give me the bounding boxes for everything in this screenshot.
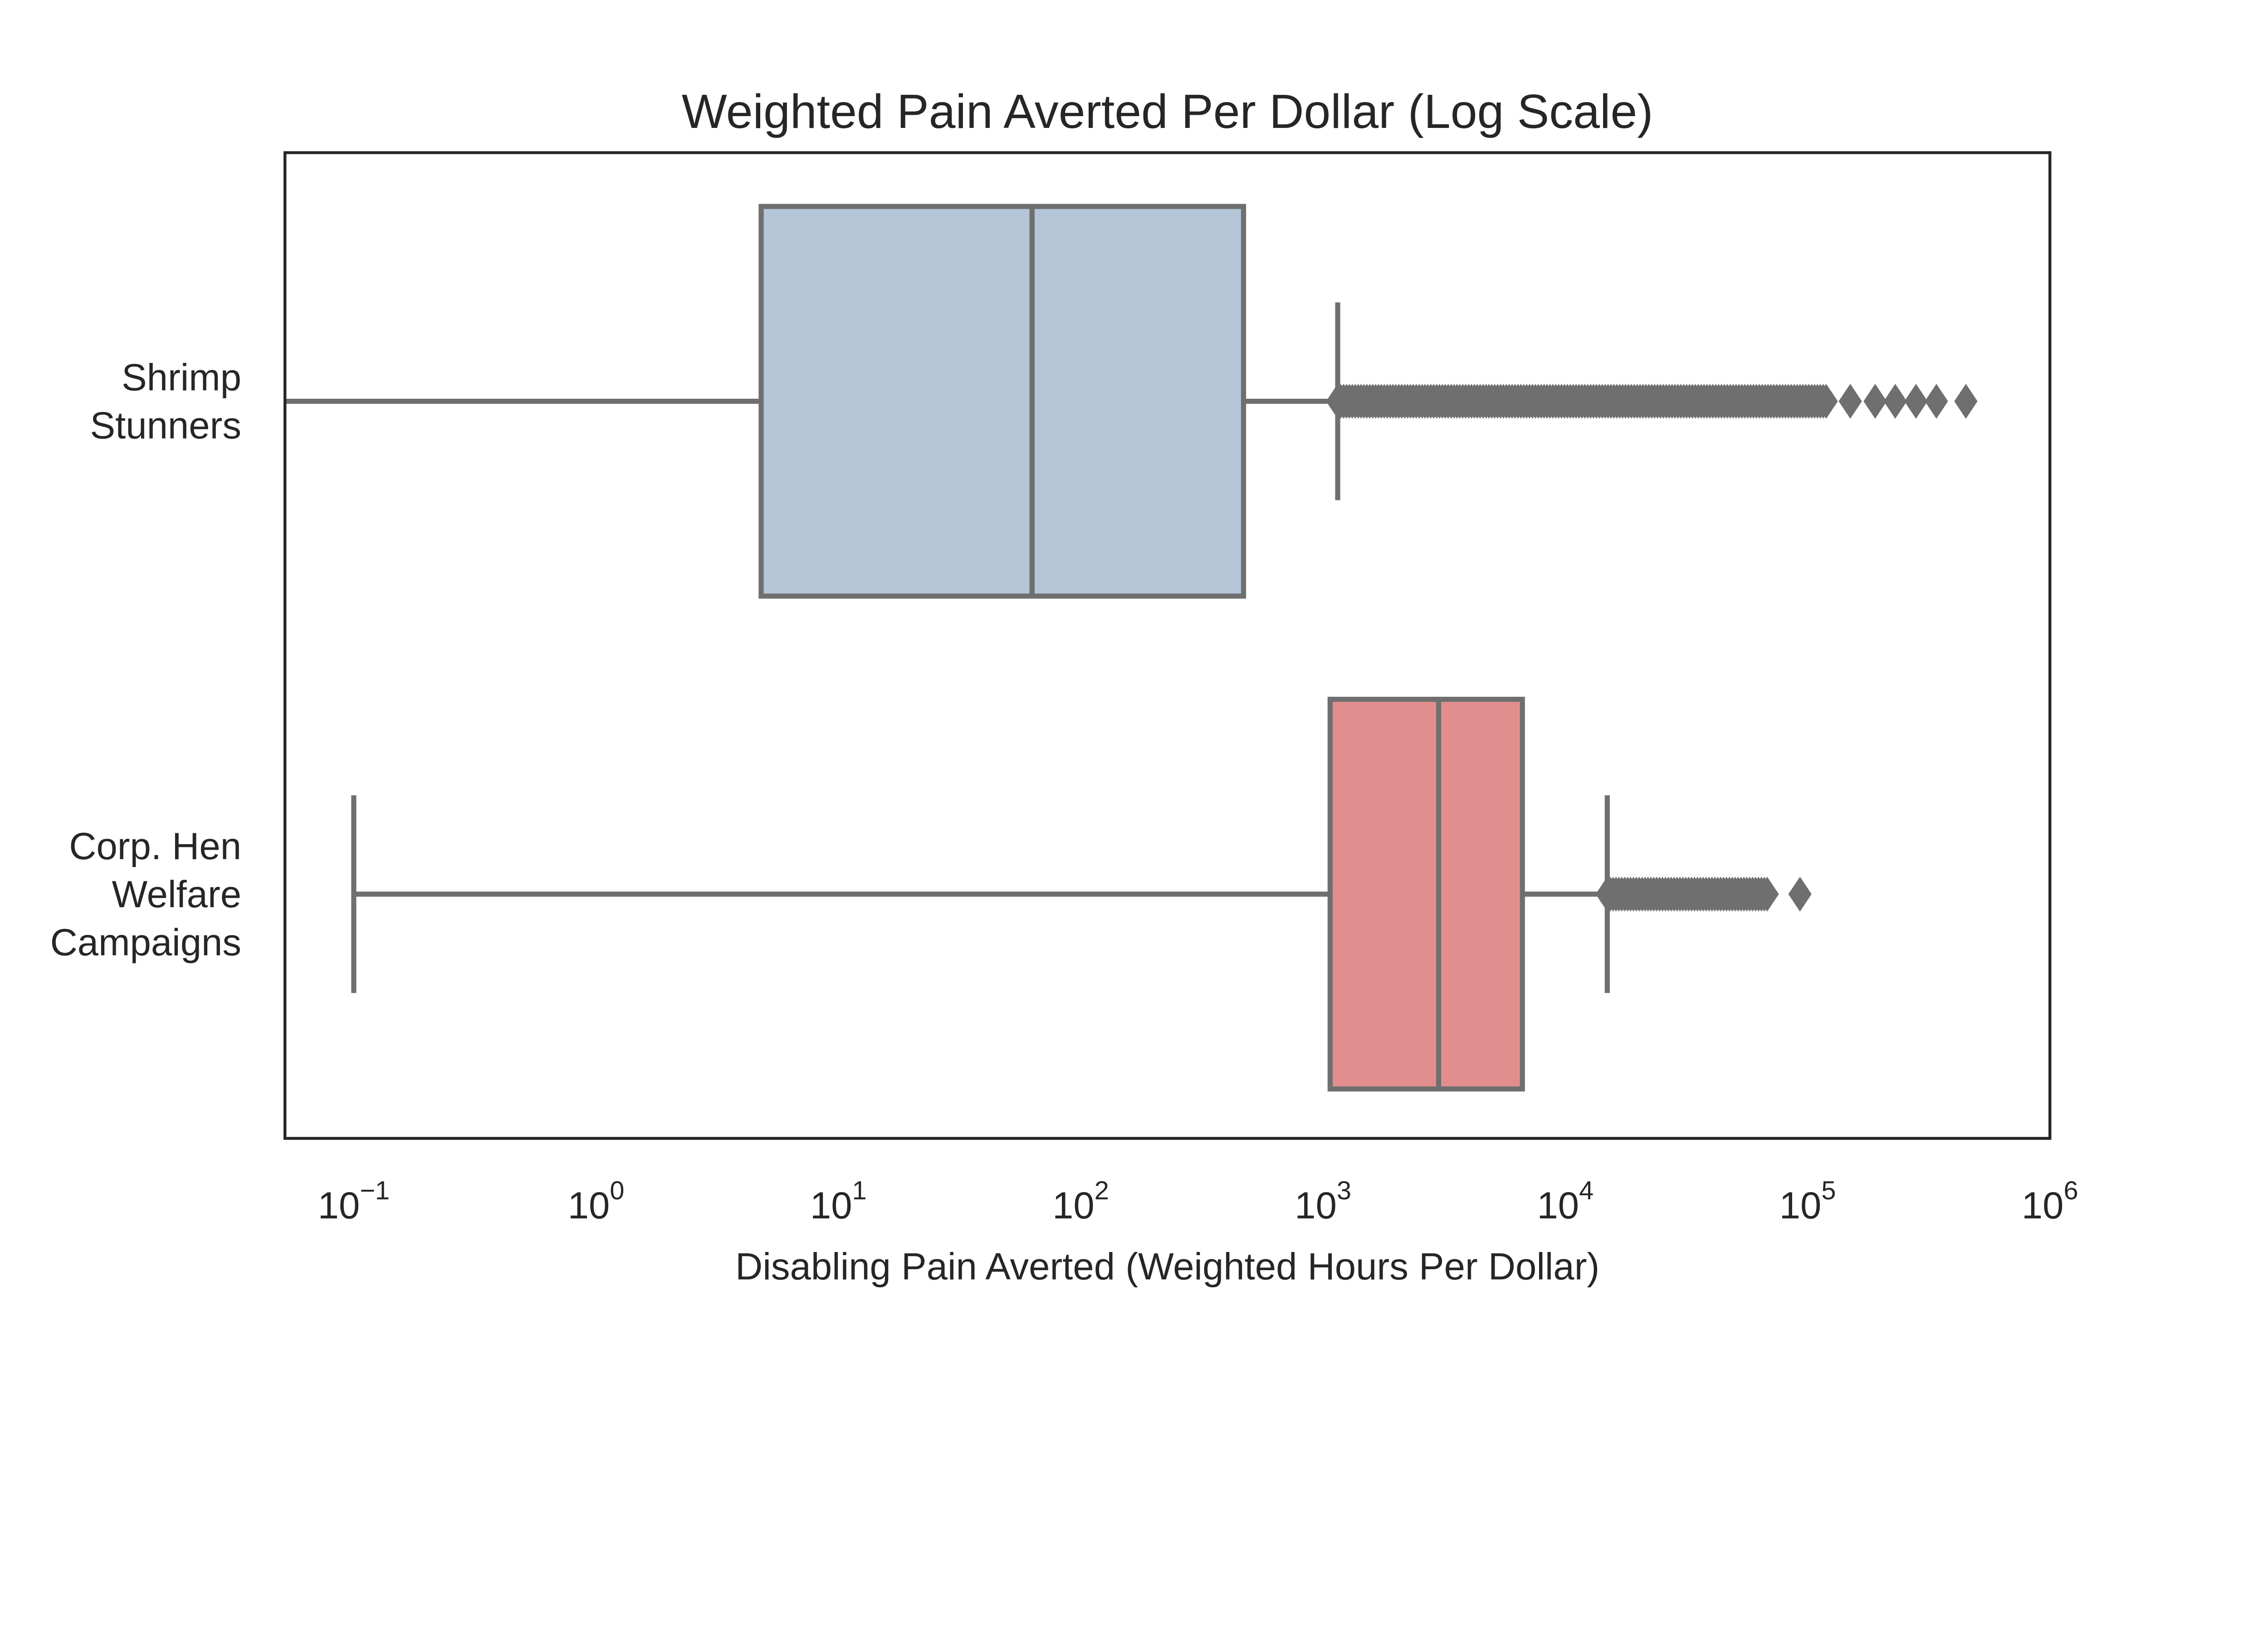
tick-exponent: 2 [1095,1176,1109,1205]
x-tick-label: 105 [1779,1176,1836,1227]
tick-base: 10 [2022,1184,2064,1227]
x-tick-label: 101 [810,1176,867,1227]
y-tick-label: Welfare [112,873,241,915]
boxplot-chart: Weighted Pain Averted Per Dollar (Log Sc… [50,85,2078,1288]
tick-exponent: 1 [852,1176,867,1205]
outlier-point [1863,384,1887,419]
x-axis-label: Disabling Pain Averted (Weighted Hours P… [735,1246,1599,1288]
outlier-point [1883,384,1907,419]
outlier-point [1814,384,1838,419]
outlier-point [1755,876,1779,912]
y-tick-label: Stunners [90,404,242,446]
tick-exponent: 3 [1337,1176,1351,1205]
x-tick-label: 100 [568,1176,625,1227]
outlier-point [1904,384,1928,419]
plot-area [285,204,1978,1092]
x-tick-label: 104 [1537,1176,1593,1227]
y-tick-label: Shrimp [122,357,241,399]
tick-base: 10 [1537,1184,1579,1227]
y-tick-label: Campaigns [50,921,241,963]
tick-exponent: 6 [2064,1176,2078,1205]
outlier-point [1788,876,1812,912]
box-group-1 [351,697,1812,1092]
x-tick-label: 102 [1052,1176,1109,1227]
tick-base: 10 [1052,1184,1095,1227]
box-group-0 [285,204,1978,599]
x-tick-label: 106 [2022,1176,2078,1227]
tick-exponent: 5 [1821,1176,1836,1205]
x-tick-label: 103 [1295,1176,1351,1227]
outlier-point [1954,384,1978,419]
tick-base: 10 [568,1184,610,1227]
y-axis-labels: Shrimp Stunners Corp. Hen Welfare Campaigns [50,357,241,963]
box-iqr [1327,697,1525,1092]
plot-frame [284,151,2052,1140]
chart-title: Weighted Pain Averted Per Dollar (Log Sc… [682,85,1653,138]
tick-exponent: −1 [360,1176,390,1205]
tick-exponent: 4 [1579,1176,1593,1205]
x-axis-ticks: 10−1 100 101 102 103 104 105 106 [318,1176,2078,1227]
outlier-point [1925,384,1948,419]
tick-base: 10 [810,1184,852,1227]
tick-base: 10 [318,1184,360,1227]
y-tick-label: Corp. Hen [69,825,241,867]
tick-base: 10 [1779,1184,1822,1227]
outlier-point [1838,384,1862,419]
tick-base: 10 [1295,1184,1337,1227]
box-iqr [758,204,1246,599]
tick-exponent: 0 [610,1176,624,1205]
x-tick-label: 10−1 [318,1176,390,1227]
